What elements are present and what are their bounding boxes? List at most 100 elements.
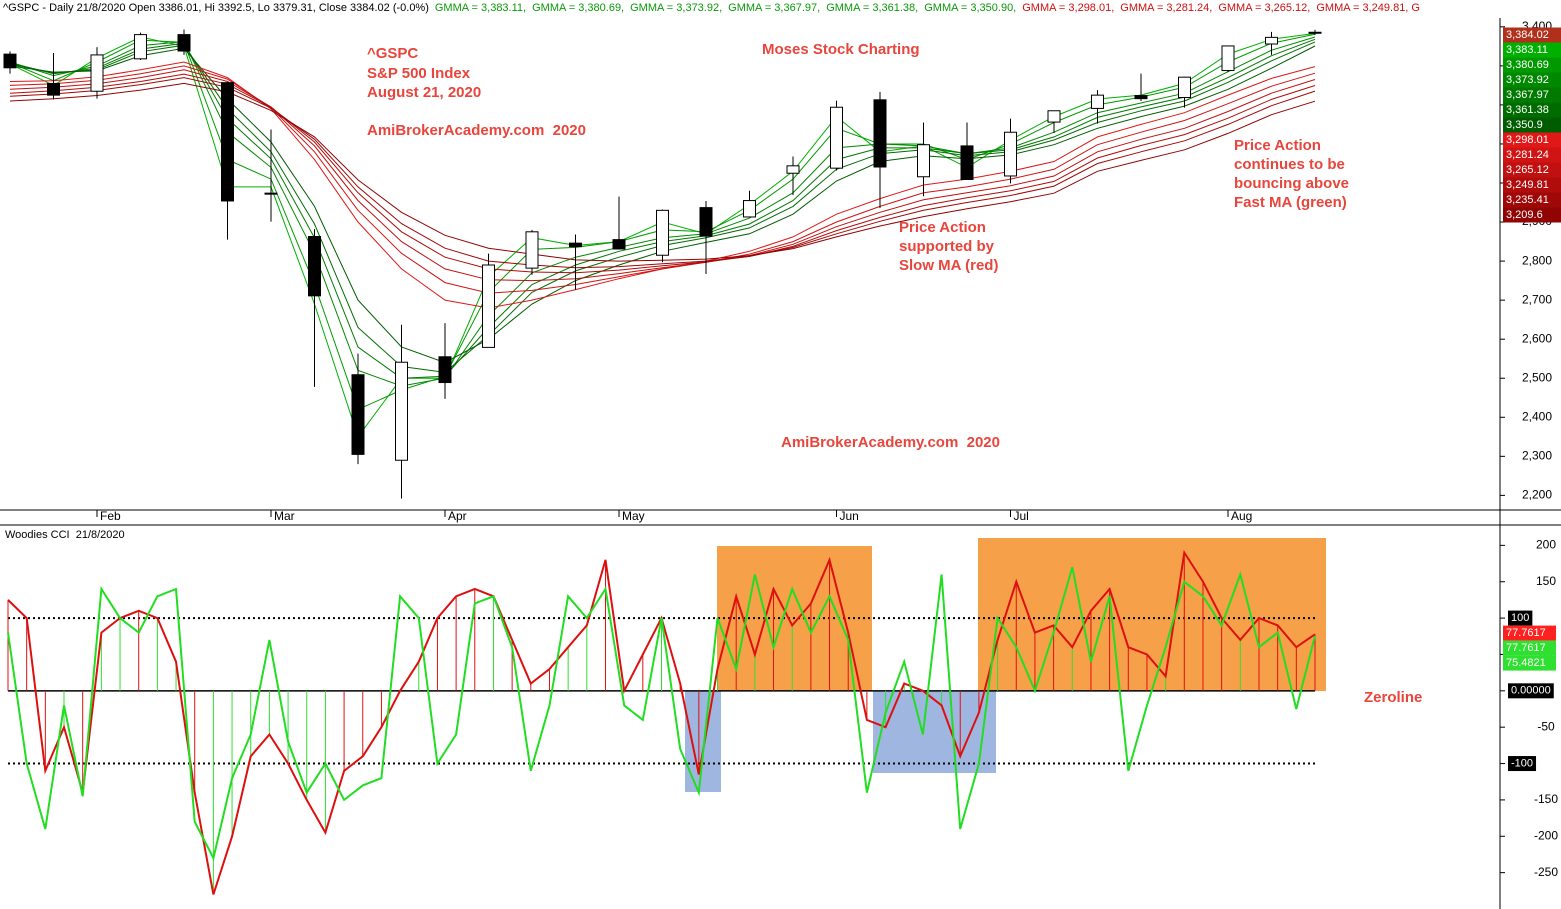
header-title: ^GSPC - Daily 21/8/2020 Open 3386.01, Hi… bbox=[3, 2, 429, 14]
candle-body bbox=[960, 145, 974, 180]
value-box-label: 3,265.12 bbox=[1506, 164, 1549, 176]
value-box-label: 3,361.38 bbox=[1506, 104, 1549, 116]
y-tick-label: 2,800 bbox=[1522, 253, 1552, 267]
gmma-line bbox=[9, 69, 1316, 282]
value-box bbox=[1503, 192, 1561, 208]
candle-body bbox=[525, 231, 539, 269]
x-tick-label: Apr bbox=[448, 509, 467, 523]
value-box bbox=[1503, 42, 1561, 58]
x-tick-label: Jun bbox=[840, 509, 859, 523]
header-readout: GMMA = 3,298.01, bbox=[1022, 2, 1114, 14]
candle-body bbox=[438, 356, 452, 384]
header-readout: GMMA = 3,350.90, bbox=[924, 2, 1016, 14]
candle-body bbox=[177, 34, 191, 52]
y-tick-label: -200 bbox=[1534, 828, 1558, 842]
candle-body bbox=[351, 374, 365, 455]
candle-body bbox=[743, 200, 756, 218]
candle-body bbox=[1134, 95, 1148, 100]
x-tick-label: May bbox=[622, 509, 645, 523]
y-tick-label: 150 bbox=[1536, 574, 1556, 588]
value-box-label: 3,384.02 bbox=[1506, 29, 1549, 41]
level-box bbox=[1508, 683, 1554, 699]
level-box bbox=[1508, 756, 1537, 772]
highlight-zone bbox=[873, 691, 996, 773]
header-readout: GMMA = 3,367.97, bbox=[728, 2, 820, 14]
candle-body bbox=[3, 53, 17, 69]
value-box-label: 77.7617 bbox=[1506, 627, 1546, 639]
value-box-label: 77.7617 bbox=[1506, 642, 1546, 654]
value-box bbox=[1503, 57, 1561, 73]
candle-body bbox=[1091, 94, 1104, 109]
candle-body bbox=[264, 192, 278, 195]
value-box bbox=[1503, 72, 1561, 88]
candle-body bbox=[1178, 76, 1191, 98]
header-readout: GMMA = 3,380.69, bbox=[532, 2, 624, 14]
value-box-label: 3,235.41 bbox=[1506, 194, 1549, 206]
candle-body bbox=[308, 235, 321, 297]
candle-body bbox=[1047, 110, 1061, 123]
candle-body bbox=[1004, 131, 1017, 177]
value-box-label: 3,298.01 bbox=[1506, 134, 1549, 146]
annotation: supported by bbox=[899, 238, 995, 255]
value-box bbox=[1503, 87, 1561, 103]
value-box-label: 3,281.24 bbox=[1506, 149, 1549, 161]
y-tick-label: 2,400 bbox=[1522, 409, 1552, 423]
candle-body bbox=[786, 165, 800, 174]
header-readout: GMMA = 3,265.12, bbox=[1218, 2, 1310, 14]
value-box-label: 3,380.69 bbox=[1506, 59, 1549, 71]
value-box-label: 3,367.97 bbox=[1506, 89, 1549, 101]
annotation: August 21, 2020 bbox=[367, 84, 481, 101]
value-box bbox=[1503, 207, 1561, 223]
value-box-label: 3,383.11 bbox=[1506, 44, 1548, 56]
value-box bbox=[1503, 162, 1561, 178]
x-tick-label: Aug bbox=[1231, 509, 1252, 523]
y-tick-label: 200 bbox=[1536, 538, 1556, 552]
y-tick-label: 0.00000 bbox=[1511, 685, 1551, 697]
header-readout: GMMA = 3,373.92, bbox=[630, 2, 722, 14]
candle-body bbox=[1308, 31, 1322, 34]
header-readout: GMMA = 3,361.38, bbox=[826, 2, 918, 14]
y-tick-label: 2,700 bbox=[1522, 292, 1552, 306]
value-box-label: 3,209.6 bbox=[1506, 209, 1543, 221]
highlight-zone bbox=[685, 691, 721, 792]
annotation: S&P 500 Index bbox=[367, 65, 471, 82]
y-tick-label: 2,200 bbox=[1522, 488, 1552, 502]
x-tick-label: Jul bbox=[1014, 509, 1029, 523]
cci-line bbox=[7, 566, 1316, 861]
candle-body bbox=[221, 82, 234, 202]
value-box-label: 75.4821 bbox=[1506, 657, 1546, 669]
annotation: AmiBrokerAcademy.com 2020 bbox=[781, 434, 1000, 451]
annotation: continues to be bbox=[1234, 156, 1345, 173]
value-box-label: 3,373.92 bbox=[1506, 74, 1549, 86]
y-tick-label: -100 bbox=[1511, 757, 1533, 769]
value-box bbox=[1503, 655, 1556, 671]
header-readout: GMMA = 3,383.11, bbox=[435, 2, 526, 14]
header-readout: GMMA = 3,249.81, G bbox=[1316, 2, 1420, 14]
candle-body bbox=[134, 34, 147, 60]
indicator-title: Woodies CCI 21/8/2020 bbox=[5, 529, 125, 541]
candle-body bbox=[395, 361, 408, 461]
value-box-label: 3,249.81 bbox=[1506, 179, 1549, 191]
candle-body bbox=[569, 242, 582, 248]
candle-body bbox=[482, 264, 495, 348]
y-tick-label: 2,600 bbox=[1522, 331, 1552, 345]
y-tick-label: -150 bbox=[1534, 792, 1558, 806]
annotation: ^GSPC bbox=[367, 45, 418, 62]
value-box bbox=[1503, 147, 1561, 163]
candle-body bbox=[47, 82, 60, 96]
gmma-line bbox=[9, 65, 1316, 294]
candle-body bbox=[90, 54, 104, 92]
candle-body bbox=[1265, 36, 1278, 45]
candle-body bbox=[830, 106, 843, 169]
annotation: Price Action bbox=[1234, 137, 1321, 154]
value-box bbox=[1503, 177, 1561, 193]
annotation: Fast MA (green) bbox=[1234, 194, 1347, 211]
candle-body bbox=[656, 209, 669, 256]
candle-body bbox=[873, 99, 887, 168]
annotation: Price Action bbox=[899, 219, 986, 236]
value-box bbox=[1503, 625, 1556, 641]
value-box bbox=[1503, 27, 1561, 43]
y-tick-label: 100 bbox=[1511, 612, 1529, 624]
